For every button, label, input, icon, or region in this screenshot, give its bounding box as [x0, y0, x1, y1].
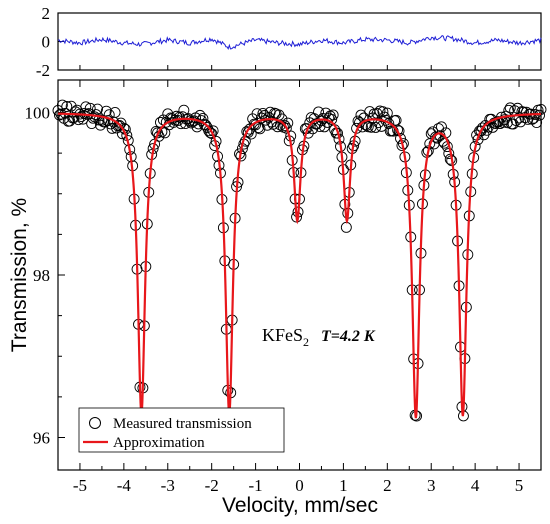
data-point: [531, 117, 543, 129]
y-tick-label: 100: [25, 104, 51, 123]
data-point: [75, 111, 87, 122]
x-tick-label: 5: [515, 476, 524, 495]
data-point: [332, 127, 343, 139]
x-axis-title: Velocity, mm/sec: [222, 494, 378, 517]
data-point: [80, 101, 92, 113]
data-point: [479, 120, 491, 131]
y-axis-title: Transmission, %: [8, 198, 31, 352]
legend-box: [78, 407, 285, 453]
data-point: [392, 124, 404, 136]
data-point: [317, 113, 329, 124]
y-tick-label: 98: [33, 266, 50, 285]
legend-label-approximation: Approximation: [113, 435, 205, 451]
data-point: [358, 112, 370, 124]
data-point: [61, 101, 73, 112]
x-tick-label: -2: [205, 476, 219, 495]
x-tick-label: 1: [339, 476, 348, 495]
data-point: [304, 117, 316, 129]
data-point: [438, 137, 450, 149]
compound-label: KFeS: [262, 325, 303, 345]
data-point: [395, 132, 406, 144]
x-tick-label: 2: [383, 476, 392, 495]
data-point: [507, 118, 519, 130]
spectrum-x-ticks: -5 -4 -3 -2 -1 0 1 2 3 4 5: [57, 65, 542, 495]
residuals-y-ticks: 2 0 -2: [36, 4, 64, 80]
measured-points: [52, 99, 547, 424]
x-tick-label: -4: [117, 476, 132, 495]
legend: Measured transmission Approximation: [78, 407, 285, 453]
x-tick-label: -3: [161, 476, 175, 495]
residuals-y-tick-label: -2: [36, 61, 50, 80]
x-tick-label: -5: [73, 476, 87, 495]
y-tick-label: 96: [33, 429, 50, 448]
data-point: [279, 120, 291, 132]
compound-subscript: 2: [303, 335, 309, 349]
x-tick-label: 0: [295, 476, 304, 495]
x-tick-label: -1: [249, 476, 263, 495]
data-point: [106, 122, 118, 134]
residuals-frame: [57, 12, 542, 71]
data-point: [92, 103, 103, 115]
data-point: [515, 116, 526, 128]
data-point: [65, 100, 77, 112]
data-point: [203, 125, 215, 137]
spectrum-y-ticks: 96 98 100: [25, 104, 65, 448]
data-point: [93, 114, 105, 126]
residuals-y-tick-label: 0: [42, 33, 51, 52]
residuals-line: [57, 35, 542, 51]
data-point: [109, 106, 121, 118]
data-point: [254, 123, 266, 135]
data-point: [87, 112, 99, 124]
approximation-curve: [57, 112, 542, 419]
data-point: [327, 109, 339, 121]
residuals-panel: 2 0 -2: [36, 4, 542, 80]
x-tick-label: 4: [471, 476, 480, 495]
data-point: [436, 121, 447, 133]
legend-marker-measured: [89, 417, 101, 429]
sample-annotation: KFeS2: [262, 325, 309, 349]
data-point: [251, 108, 263, 120]
data-point: [56, 99, 68, 111]
data-point: [487, 121, 499, 133]
data-point: [160, 116, 172, 128]
data-point: [501, 117, 513, 129]
x-tick-label: 3: [427, 476, 436, 495]
data-point: [381, 107, 393, 119]
residuals-y-tick-label: 2: [42, 4, 51, 23]
data-point: [86, 118, 98, 129]
temperature-label: T=4.2 K: [321, 328, 376, 345]
data-point: [340, 221, 352, 233]
data-point: [84, 102, 96, 114]
data-point: [257, 107, 269, 119]
legend-label-measured: Measured transmission: [113, 416, 252, 432]
